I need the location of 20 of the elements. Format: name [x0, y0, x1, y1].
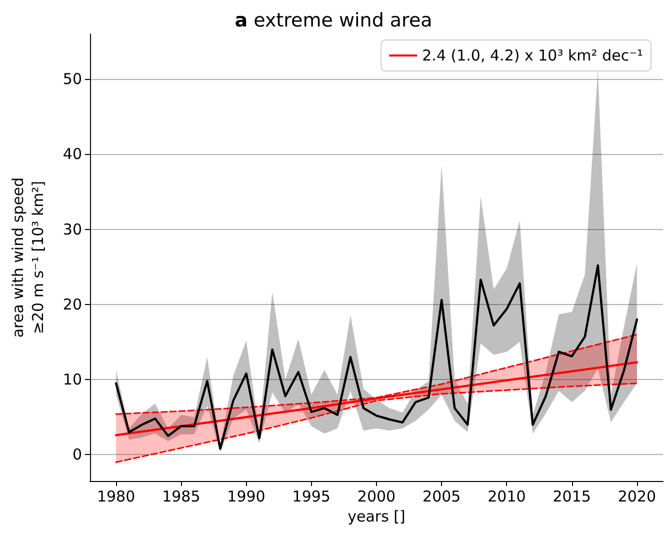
x-axis-title: years [] [348, 508, 406, 526]
x-tick-label: 1990 [227, 488, 266, 506]
line-series [114, 264, 638, 450]
x-tick-label: 2020 [618, 488, 656, 506]
x-tick-label: 1985 [162, 488, 200, 506]
x-tick-label: 2000 [357, 488, 396, 506]
x-tick-label: 2010 [488, 488, 526, 506]
y-tick-label: 50 [62, 70, 82, 88]
y-tick-label: 0 [72, 446, 82, 464]
y-axis-title: area with wind speed ≥20 m s⁻¹ [10³ km²] [9, 177, 47, 338]
y-tick-label: 10 [62, 370, 82, 389]
chart-title: a extreme wind area [234, 10, 432, 32]
legend-label: 2.4 (1.0, 4.2) x 10³ km² dec⁻¹ [422, 46, 644, 64]
y-tick-label: 20 [62, 295, 82, 314]
x-tick-label: 1980 [96, 488, 136, 506]
y-tick-label: 40 [62, 145, 82, 164]
x-tick-label: 2005 [422, 488, 461, 506]
x-tick-label: 1995 [292, 488, 330, 506]
x-tick-label: 2015 [552, 488, 591, 506]
y-tick-label: 30 [62, 220, 82, 238]
